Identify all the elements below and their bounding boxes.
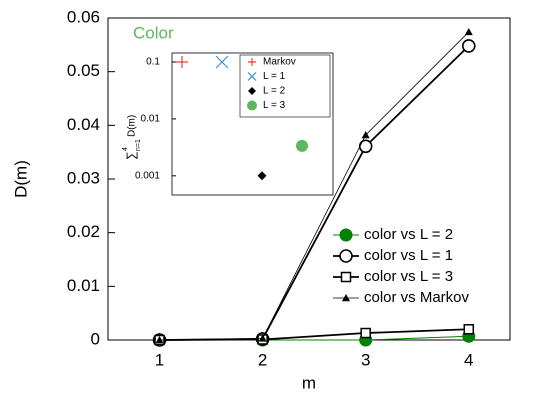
inset-legend-label: L = 3 [263, 100, 286, 111]
legend-label: color vs L = 1 [364, 247, 453, 264]
marker [361, 130, 370, 139]
legend-label: color vs L = 3 [364, 268, 453, 285]
marker [248, 87, 256, 95]
y-axis-label: D(m) [11, 160, 30, 198]
marker [257, 171, 267, 181]
inset-y-tick-label: 0.001 [135, 170, 160, 181]
marker [339, 228, 353, 242]
inset-y-tick-label: 0.01 [141, 114, 161, 125]
x-tick-label: 2 [258, 350, 267, 369]
y-tick-label: 0.05 [67, 61, 100, 80]
marker [339, 249, 353, 263]
y-tick-label: 0.01 [67, 276, 100, 295]
inset-y-tick-label: 0.1 [146, 57, 160, 68]
marker [464, 27, 473, 36]
marker [258, 334, 267, 342]
y-tick-label: 0.06 [67, 7, 100, 26]
marker [463, 324, 475, 335]
marker [461, 39, 476, 53]
sum-sup: 4 [122, 147, 129, 151]
marker [358, 139, 373, 154]
legend-label: color vs Markov [364, 289, 470, 306]
sum-sub: n=1 [135, 139, 142, 151]
marker [176, 56, 188, 69]
marker [247, 100, 257, 111]
y-tick-label: 0.03 [67, 168, 100, 187]
sum-symbol: ∑ [124, 151, 138, 160]
series-line [159, 328, 469, 341]
inset-legend-label: L = 1 [263, 71, 286, 82]
marker [342, 294, 350, 302]
y-tick-label: 0.04 [67, 115, 100, 134]
inset-legend-label: Markov [263, 57, 296, 68]
y-tick-label: 0.02 [67, 222, 100, 241]
x-axis-label: m [302, 373, 316, 392]
marker [296, 139, 308, 152]
marker [248, 58, 256, 66]
marker [247, 72, 257, 81]
marker [360, 327, 371, 339]
marker [340, 271, 352, 283]
inset-title: Color [133, 23, 174, 42]
inset-y-label: ∑ n=1 4 D(m) [122, 115, 142, 160]
inset-legend-label: L = 2 [263, 86, 286, 97]
y-tick-label: 0 [91, 329, 100, 348]
x-tick-label: 3 [361, 350, 370, 369]
x-tick-label: 4 [464, 350, 473, 369]
series-line [159, 31, 470, 341]
x-tick-label: 1 [155, 350, 164, 369]
marker [155, 336, 164, 344]
marker [215, 55, 229, 69]
legend-label: color vs L = 2 [364, 226, 453, 243]
inset-ylabel: D(m) [127, 115, 138, 137]
